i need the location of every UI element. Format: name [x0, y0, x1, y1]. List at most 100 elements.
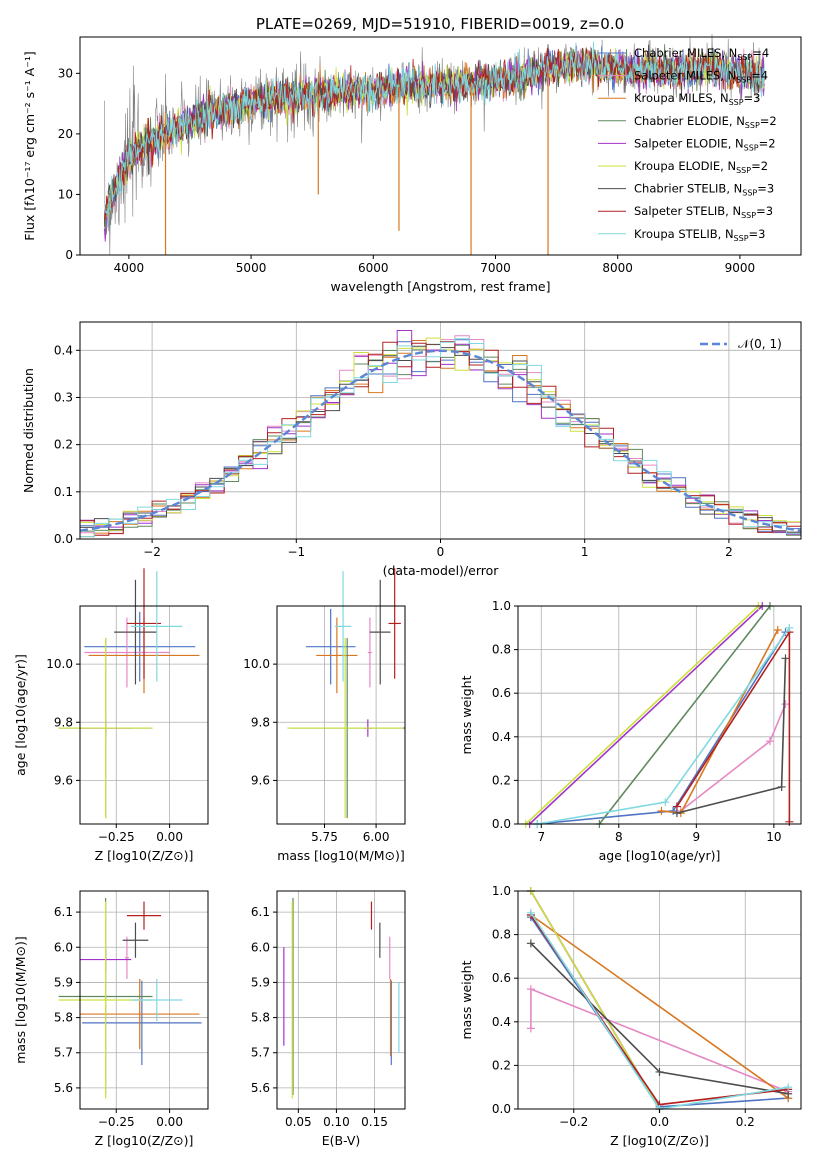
y-tick-label: 5.7 [54, 1046, 73, 1060]
x-tick-label: −0.25 [98, 830, 135, 844]
residuals-plot: 𝒩(0, 1) [79, 330, 802, 539]
weight-series [533, 628, 790, 828]
x-tick-label: 0.15 [361, 1115, 388, 1129]
mass-vs-Z-plot [58, 898, 202, 1099]
legend: Chabrier MILES, NSSP=4 Salpeter MILES, NS… [598, 46, 777, 243]
errorbar-point [84, 617, 170, 688]
errorbar-point [287, 637, 403, 819]
errorbar-point [58, 637, 153, 819]
y-tick-label: 5.8 [251, 1011, 270, 1025]
mass-weight-vs-Z-frame: −0.2 0.0 0.2 0.0 0.2 0.4 0.6 0.8 1.0 Z [log10(Z/Z… [459, 884, 802, 1148]
x-tick-label: 9000 [725, 261, 756, 275]
x-tick-label: 5000 [236, 261, 267, 275]
weight-marker [784, 1083, 793, 1092]
y-tick-label: 10 [58, 187, 73, 201]
y-tick-label: 0.0 [492, 1102, 511, 1116]
age-vs-mass-plot [287, 568, 405, 819]
y-tick-label: 0.1 [54, 485, 73, 499]
weight-marker [781, 654, 790, 663]
weight-marker [526, 1024, 535, 1033]
y-tick-label: 0.8 [492, 928, 511, 942]
mass-weight-vs-age-frame: 7 8 9 10 0.0 0.2 0.4 0.6 0.8 1.0 age [log10(age/yr… [459, 599, 802, 863]
legend-label: Salpeter ELODIE, NSSP=2 [634, 136, 776, 152]
y-tick-label: 5.6 [251, 1081, 270, 1095]
spectrum-frame: 4000 5000 6000 7000 8000 9000 0 10 20 30 wavelengt… [22, 36, 802, 294]
x-axis-label: Z [log10(Z/Z⊙)] [95, 1133, 194, 1148]
legend-label: Chabrier MILES, NSSP=4 [634, 46, 769, 62]
weight-series [676, 700, 790, 815]
weight-series [525, 602, 767, 828]
y-tick-label: 5.9 [251, 975, 270, 989]
weight-series [526, 939, 793, 1098]
x-axis-label: (data-model)/error [383, 563, 500, 578]
y-axis-label: mass weight [459, 675, 474, 754]
y-tick-label: 9.8 [251, 715, 270, 729]
x-axis-label: Z [log10(Z/Z⊙)] [95, 848, 194, 863]
x-tick-label: 10 [766, 830, 781, 844]
age-vs-Z-plot [58, 568, 200, 819]
mass-vs-EBV-frame: 0.05 0.10 0.15 5.6 5.7 5.8 5.9 6.0 6.1 E(B-V) [251, 890, 406, 1148]
x-tick-label: 4000 [114, 261, 145, 275]
axes-frame [276, 605, 406, 825]
y-tick-label: 6.0 [54, 940, 73, 954]
y-tick-label: 5.6 [54, 1081, 73, 1095]
y-tick-label: 1.0 [492, 884, 511, 898]
legend-label: Salpeter MILES, NSSP=4 [634, 69, 768, 85]
legend-label: Salpeter STELIB, NSSP=3 [634, 204, 773, 220]
y-tick-label: 6.1 [54, 905, 73, 919]
axes-frame [79, 36, 802, 256]
errorbar-point [316, 617, 358, 694]
x-tick-label: 0.2 [736, 1115, 755, 1129]
mass-vs-EBV-plot [283, 898, 400, 1099]
errorbar-point [126, 901, 162, 930]
weight-marker [657, 806, 666, 815]
weight-series [526, 985, 793, 1096]
x-tick-label: 5.75 [311, 830, 338, 844]
x-tick-label: 0 [437, 545, 445, 559]
y-tick-label: 9.6 [54, 773, 73, 787]
axes-frame [517, 605, 802, 825]
y-tick-label: 5.7 [251, 1046, 270, 1060]
errorbar-point [122, 922, 149, 958]
y-tick-label: 0.6 [492, 686, 511, 700]
y-axis-label: Flux [fλ10⁻¹⁷ erg cm⁻² s⁻¹ A⁻¹] [22, 51, 37, 240]
y-tick-label: 6.1 [251, 905, 270, 919]
y-tick-label: 10.0 [46, 657, 73, 671]
x-tick-label: 7 [537, 830, 545, 844]
y-tick-label: 5.8 [54, 1011, 73, 1025]
errorbar-point [131, 978, 183, 1022]
weight-marker [669, 806, 678, 815]
errorbar-point [82, 980, 202, 1066]
normal-curve [79, 349, 802, 532]
histogram-series [79, 341, 801, 539]
errorbar-point [124, 936, 130, 979]
weight-marker [785, 623, 794, 632]
weight-marker [526, 985, 535, 994]
y-tick-label: 0.8 [492, 643, 511, 657]
weight-marker [526, 939, 535, 948]
x-tick-label: 2 [725, 545, 733, 559]
spectrum-plot: Chabrier MILES, NSSP=4 Salpeter MILES, NS… [104, 33, 777, 256]
y-tick-label: 0.6 [492, 971, 511, 985]
y-tick-label: 20 [58, 127, 73, 141]
y-tick-label: 0.0 [54, 532, 73, 546]
weight-line [598, 605, 771, 825]
legend-label: Kroupa STELIB, NSSP=3 [634, 227, 765, 243]
weight-marker [672, 802, 681, 811]
legend-label: Kroupa ELODIE, NSSP=2 [634, 159, 768, 175]
x-tick-label: 0.00 [156, 1115, 183, 1129]
x-axis-label: E(B-V) [322, 1133, 361, 1148]
legend-label: 𝒩(0, 1) [738, 337, 782, 351]
x-axis-label: age [log10(age/yr)] [599, 848, 721, 863]
weight-marker [781, 700, 790, 709]
mass-weight-vs-age-plot [521, 602, 794, 828]
x-tick-label: 9 [693, 830, 701, 844]
y-axis-label: mass weight [459, 960, 474, 1039]
y-axis-label: age [log10(age/yr)] [13, 654, 28, 776]
y-tick-label: 0.4 [492, 730, 511, 744]
y-tick-label: 9.8 [54, 715, 73, 729]
x-axis-label: mass [log10(M/M⊙)] [277, 848, 405, 863]
y-tick-label: 0.2 [492, 1058, 511, 1072]
residuals-frame: −2 −1 0 1 2 0.0 0.1 0.2 0.3 0.4 (data-model)/error… [21, 321, 802, 578]
